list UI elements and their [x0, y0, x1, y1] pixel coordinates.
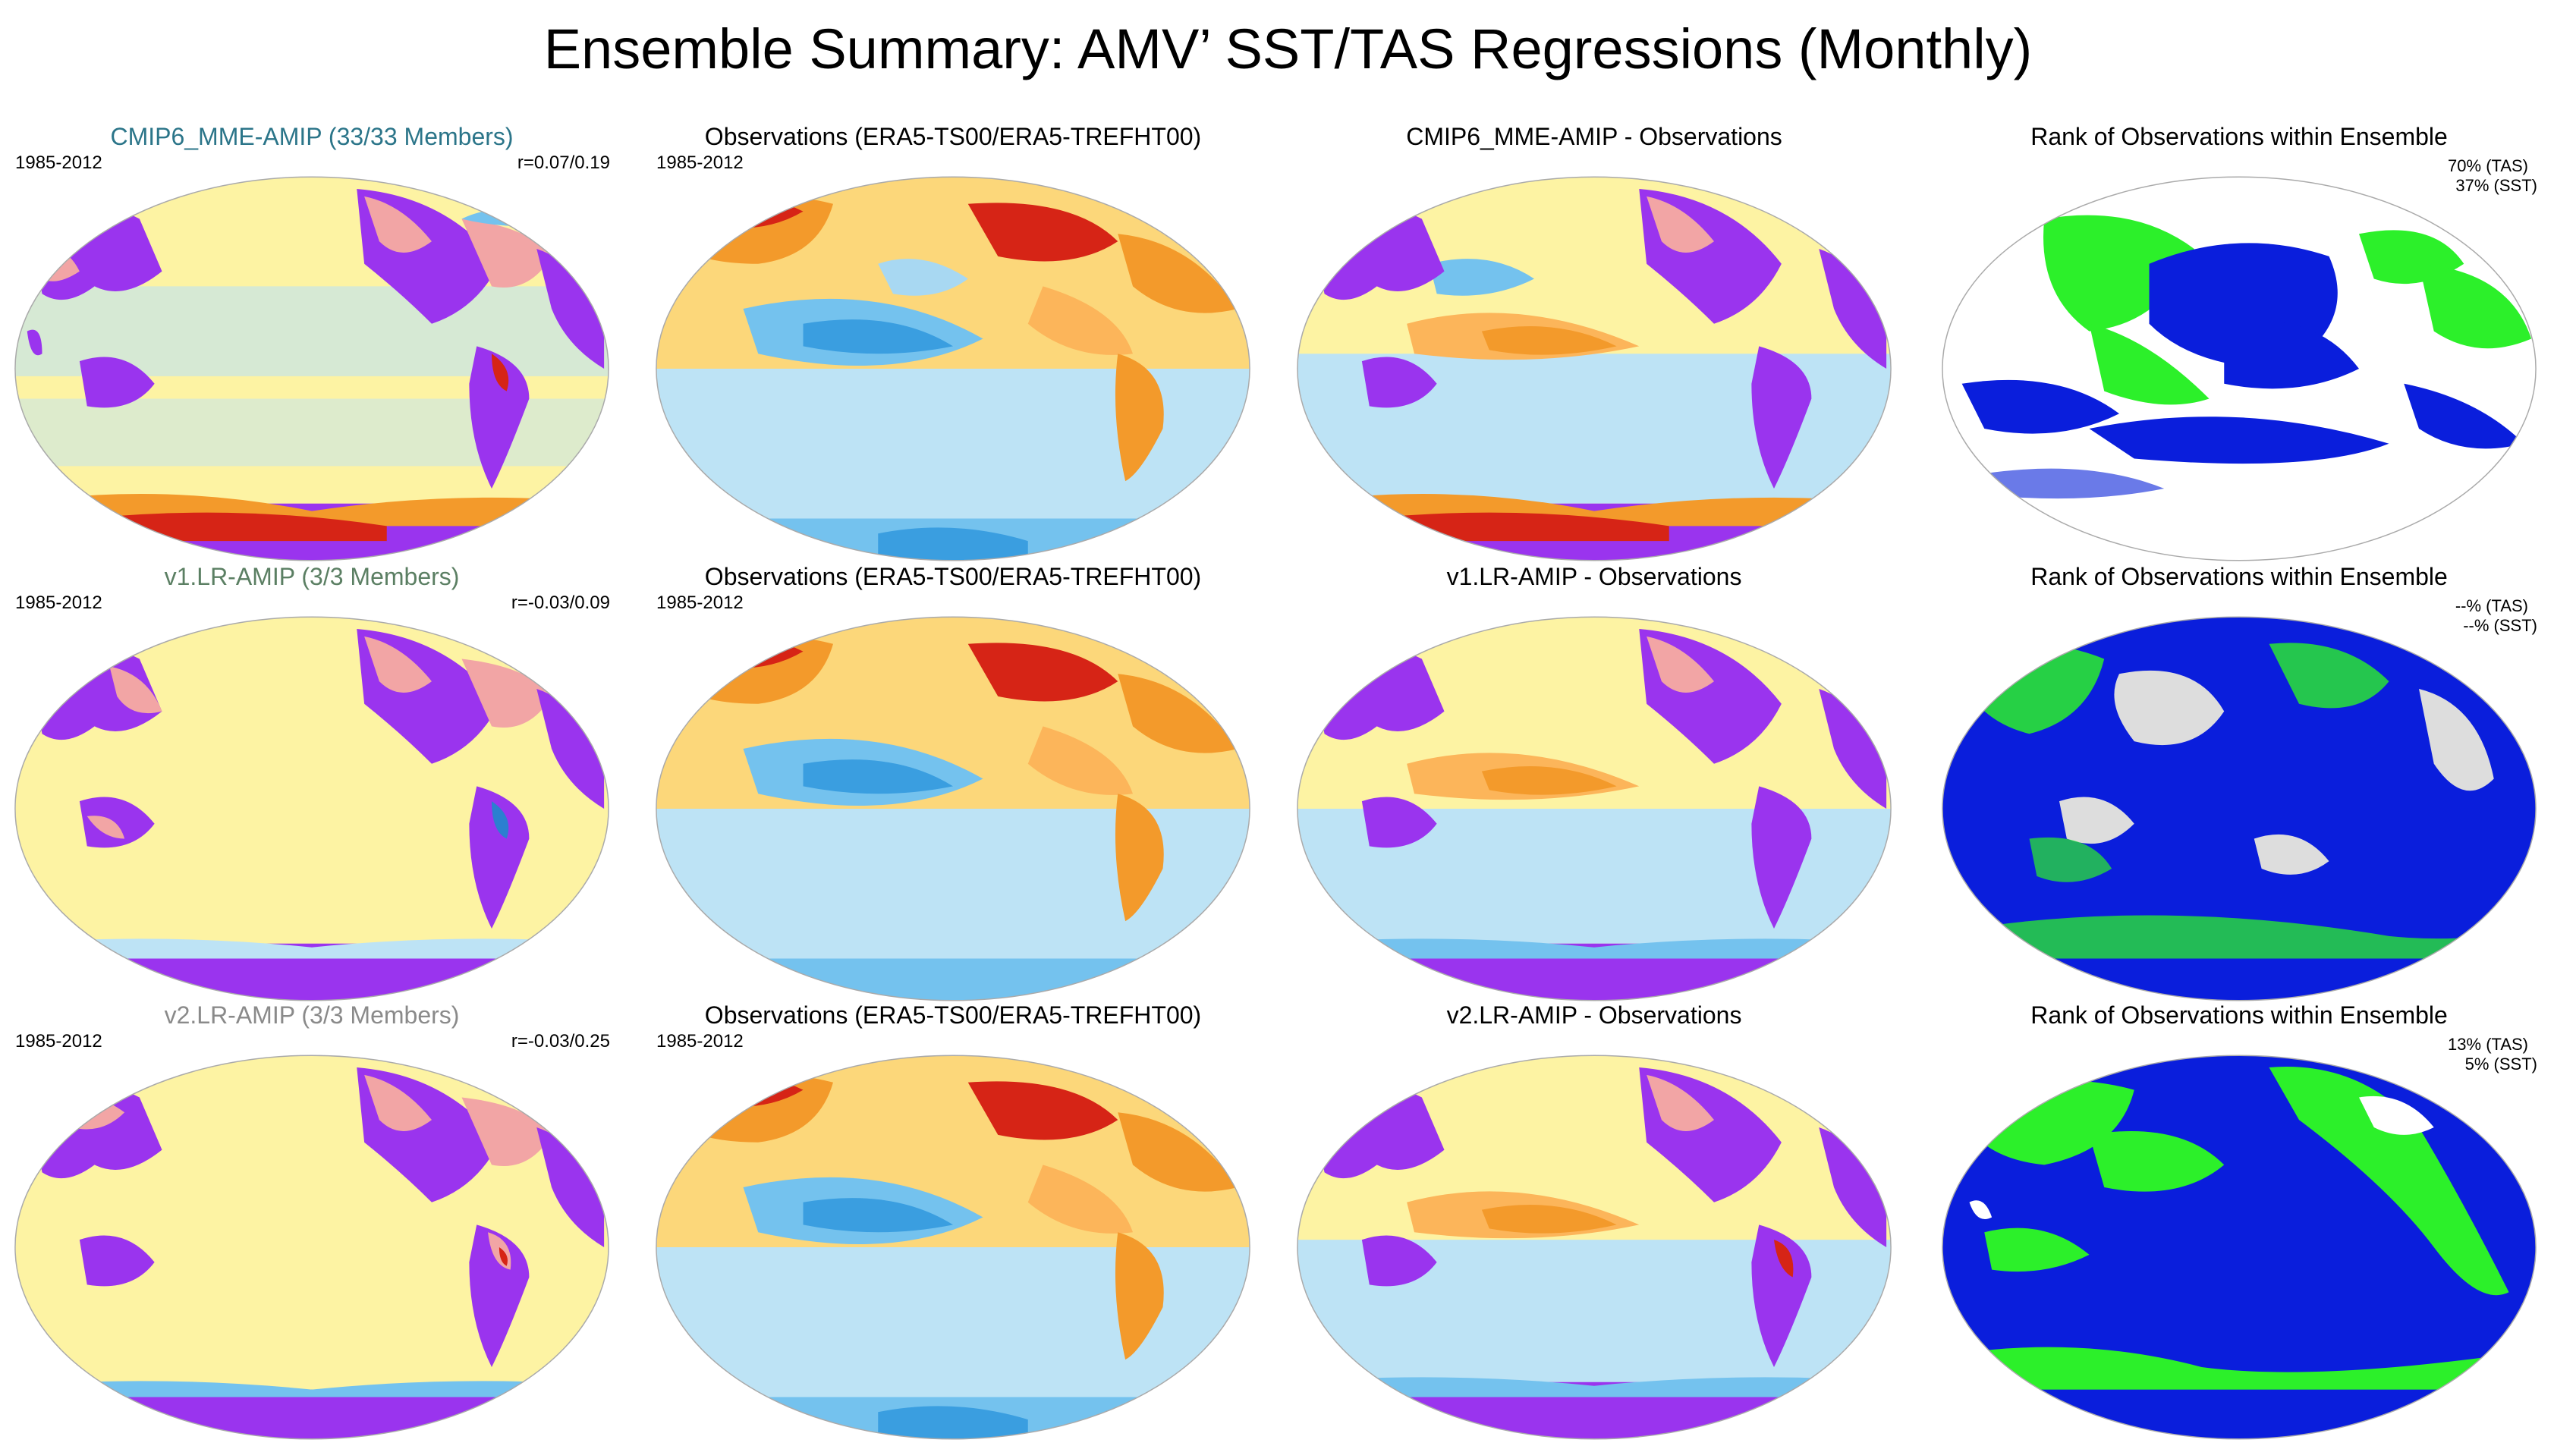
rank-sst-label: 37% (SST): [2455, 176, 2537, 195]
figure-title: Ensemble Summary: AMV’ SST/TAS Regressio…: [543, 17, 2033, 80]
ensemble-title: CMIP6_MME-AMIP (33/33 Members): [110, 123, 514, 150]
period-label: 1985-2012: [656, 593, 744, 613]
observations-panel-row1: Observations (ERA5-TS00/ERA5-TREFHT00) 1…: [641, 121, 1265, 567]
ensemble-map: [14, 1055, 609, 1440]
difference-map: [1297, 176, 1892, 561]
period-label: 1985-2012: [15, 152, 102, 173]
ensemble-map: [14, 176, 609, 561]
observations-map: [656, 176, 1250, 561]
difference-panel-row1: CMIP6_MME-AMIP - Observations: [1282, 121, 1906, 567]
correlation-label: r=-0.03/0.09: [511, 593, 610, 613]
difference-map: [1297, 616, 1892, 1001]
rank-map: [1942, 1055, 2537, 1440]
rank-panel-row1: Rank of Observations within Ensemble 70%…: [1927, 121, 2551, 567]
rank-panel-row2: Rank of Observations within Ensemble --%…: [1927, 561, 2551, 1007]
observations-map: [656, 616, 1250, 1001]
difference-panel-row2: v1.LR-AMIP - Observations: [1282, 561, 1906, 1007]
rank-tas-label: --% (TAS): [2455, 596, 2528, 615]
ensemble-panel-row1: CMIP6_MME-AMIP (33/33 Members) 1985-2012…: [0, 121, 624, 567]
rank-sst-label: 5% (SST): [2464, 1055, 2537, 1073]
rank-map: [1942, 176, 2537, 561]
ensemble-title: v2.LR-AMIP (3/3 Members): [164, 1001, 460, 1029]
period-label: 1985-2012: [656, 1031, 744, 1051]
difference-title: v1.LR-AMIP - Observations: [1446, 563, 1742, 590]
rank-title: Rank of Observations within Ensemble: [2030, 123, 2448, 150]
difference-title: CMIP6_MME-AMIP - Observations: [1406, 123, 1782, 150]
observations-panel-row2: Observations (ERA5-TS00/ERA5-TREFHT00) 1…: [641, 561, 1265, 1007]
observations-title: Observations (ERA5-TS00/ERA5-TREFHT00): [704, 123, 1202, 150]
period-label: 1985-2012: [15, 1031, 102, 1051]
period-label: 1985-2012: [656, 152, 744, 173]
rank-tas-label: 13% (TAS): [2448, 1035, 2528, 1054]
difference-map: [1297, 1055, 1892, 1440]
ensemble-title: v1.LR-AMIP (3/3 Members): [164, 563, 460, 590]
ensemble-panel-row2: v1.LR-AMIP (3/3 Members) 1985-2012 r=-0.…: [0, 561, 624, 1007]
correlation-label: r=-0.03/0.25: [511, 1031, 610, 1051]
rank-map: [1942, 616, 2537, 1001]
difference-title: v2.LR-AMIP - Observations: [1446, 1001, 1742, 1029]
observations-map: [656, 1055, 1250, 1440]
ensemble-panel-row3: v2.LR-AMIP (3/3 Members) 1985-2012 r=-0.…: [0, 1000, 624, 1446]
rank-tas-label: 70% (TAS): [2448, 156, 2528, 175]
observations-panel-row3: Observations (ERA5-TS00/ERA5-TREFHT00) 1…: [641, 1000, 1265, 1446]
rank-title: Rank of Observations within Ensemble: [2030, 1001, 2448, 1029]
observations-title: Observations (ERA5-TS00/ERA5-TREFHT00): [704, 563, 1202, 590]
rank-sst-label: --% (SST): [2463, 616, 2537, 635]
rank-title: Rank of Observations within Ensemble: [2030, 563, 2448, 590]
period-label: 1985-2012: [15, 593, 102, 613]
observations-title: Observations (ERA5-TS00/ERA5-TREFHT00): [704, 1001, 1202, 1029]
difference-panel-row3: v2.LR-AMIP - Observations: [1282, 1000, 1906, 1446]
correlation-label: r=0.07/0.19: [517, 152, 610, 173]
rank-panel-row3: Rank of Observations within Ensemble 13%…: [1927, 1000, 2551, 1446]
ensemble-map: [14, 616, 609, 1001]
